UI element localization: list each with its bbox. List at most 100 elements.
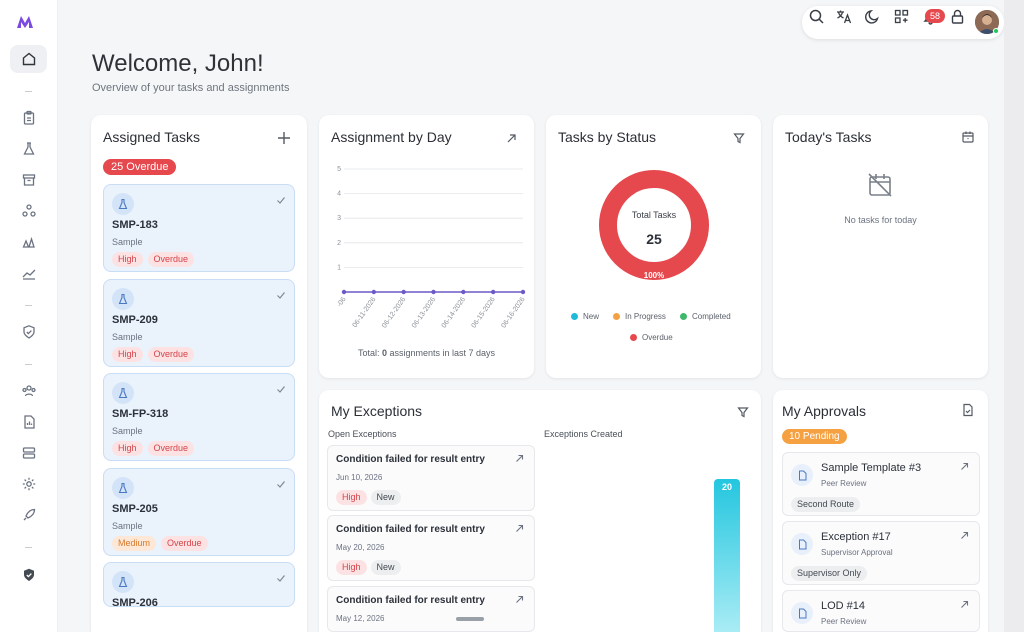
gear-icon[interactable] bbox=[10, 470, 47, 498]
x-tick-label: 06-13-2026 bbox=[411, 296, 437, 329]
filter-icon[interactable] bbox=[737, 405, 749, 418]
data-point[interactable] bbox=[490, 289, 496, 295]
dark-mode-icon[interactable] bbox=[864, 8, 881, 25]
sidebar-divider bbox=[25, 547, 32, 548]
status-badge: New bbox=[370, 560, 401, 575]
open-arrow-icon[interactable] bbox=[515, 524, 524, 533]
shield-filled-icon[interactable] bbox=[10, 561, 47, 589]
open-arrow-icon[interactable] bbox=[515, 454, 524, 463]
y-tick-label: 4 bbox=[337, 191, 341, 198]
overdue-badge: 25 Overdue bbox=[103, 159, 177, 175]
task-id: SMP-209 bbox=[112, 314, 158, 326]
data-point[interactable] bbox=[371, 289, 377, 295]
check-icon[interactable] bbox=[276, 384, 286, 394]
molecules-icon[interactable] bbox=[10, 197, 47, 225]
task-card[interactable]: SMP-205 Sample Medium Overdue bbox=[103, 468, 295, 556]
page-subtitle: Overview of your tasks and assignments bbox=[92, 82, 290, 94]
data-point[interactable] bbox=[401, 289, 406, 295]
data-point[interactable] bbox=[520, 289, 526, 295]
lock-icon[interactable] bbox=[949, 8, 966, 25]
assignment-by-day-title: Assignment by Day bbox=[331, 129, 452, 145]
x-tick-label: 06-14-2026 bbox=[441, 296, 467, 329]
y-tick-label: 5 bbox=[337, 166, 341, 173]
trend-chart-icon[interactable] bbox=[10, 259, 47, 287]
data-point[interactable] bbox=[461, 289, 466, 295]
exception-item[interactable]: Condition failed for result entry May 20… bbox=[327, 515, 535, 581]
server-icon[interactable] bbox=[10, 439, 47, 467]
bottles-icon[interactable] bbox=[10, 228, 47, 256]
task-id: SMP-206 bbox=[112, 597, 158, 609]
exceptions-created-label: Exceptions Created bbox=[544, 429, 623, 439]
approval-item[interactable]: Sample Template #3 Peer Review Second Ro… bbox=[782, 452, 980, 516]
open-arrow-icon[interactable] bbox=[960, 531, 969, 540]
open-arrow-icon[interactable] bbox=[515, 595, 524, 604]
filter-icon[interactable] bbox=[733, 131, 745, 144]
task-card[interactable]: SMP-206 bbox=[103, 562, 295, 609]
flask-icon bbox=[112, 571, 134, 593]
task-card[interactable]: SM-FP-318 Sample High Overdue bbox=[103, 373, 295, 461]
app-logo-icon[interactable] bbox=[15, 12, 35, 32]
legend-label: In Progress bbox=[625, 312, 666, 321]
exceptions-bar bbox=[714, 479, 740, 632]
check-icon[interactable] bbox=[276, 479, 286, 489]
page-title: Welcome, John! bbox=[92, 50, 264, 77]
exception-item[interactable]: Condition failed for result entry Jun 10… bbox=[327, 445, 535, 511]
users-icon[interactable] bbox=[10, 377, 47, 405]
shield-check-icon[interactable] bbox=[10, 318, 47, 346]
legend-in-progress: In Progress bbox=[613, 312, 666, 321]
flask-icon bbox=[112, 288, 134, 310]
legend-completed: Completed bbox=[680, 312, 731, 321]
online-status-dot bbox=[993, 28, 999, 34]
exception-item[interactable]: Condition failed for result entry May 12… bbox=[327, 586, 535, 632]
check-icon[interactable] bbox=[276, 195, 286, 205]
flask-icon[interactable] bbox=[10, 135, 47, 163]
rocket-icon[interactable] bbox=[10, 501, 47, 529]
task-card[interactable]: SMP-183 Sample High Overdue bbox=[103, 184, 295, 272]
scroll-handle[interactable] bbox=[456, 617, 484, 621]
total-value: 0 bbox=[381, 348, 387, 358]
calendar-off-icon bbox=[868, 173, 892, 197]
x-tick-label: 06-12-2026 bbox=[381, 296, 407, 329]
my-approvals-title: My Approvals bbox=[782, 403, 867, 419]
x-tick-label: -06 bbox=[336, 296, 348, 308]
task-type: Sample bbox=[112, 521, 143, 531]
x-tick-label: 06-16-2026 bbox=[500, 296, 526, 329]
check-icon[interactable] bbox=[276, 290, 286, 300]
legend-dot bbox=[571, 313, 578, 320]
report-icon[interactable] bbox=[10, 408, 47, 436]
calendar-icon[interactable] bbox=[961, 130, 975, 144]
task-id: SMP-183 bbox=[112, 219, 158, 231]
priority-badge: High bbox=[112, 252, 143, 267]
search-icon[interactable] bbox=[808, 8, 825, 25]
open-arrow-icon[interactable] bbox=[960, 462, 969, 471]
donut-percent-label: 100% bbox=[643, 271, 665, 280]
check-icon[interactable] bbox=[276, 573, 286, 583]
document-check-icon[interactable] bbox=[961, 403, 975, 417]
archive-icon[interactable] bbox=[10, 166, 47, 194]
donut-slice-overdue[interactable] bbox=[599, 170, 709, 280]
donut-center-label: Total Tasks bbox=[631, 210, 677, 220]
task-type: Sample bbox=[112, 426, 143, 436]
task-card[interactable]: SMP-209 Sample High Overdue bbox=[103, 279, 295, 367]
tasks-by-status-title: Tasks by Status bbox=[558, 129, 657, 145]
apps-grid-icon[interactable] bbox=[893, 8, 910, 25]
open-arrow-icon[interactable] bbox=[960, 600, 969, 609]
approval-item[interactable]: LOD #14 Peer Review bbox=[782, 590, 980, 632]
priority-badge: High bbox=[336, 490, 367, 505]
exception-title: Condition failed for result entry bbox=[336, 454, 485, 465]
approval-title: Sample Template #3 bbox=[821, 462, 922, 474]
expand-arrow-icon[interactable] bbox=[506, 131, 517, 143]
status-badge: Overdue bbox=[147, 441, 195, 456]
priority-badge: High bbox=[336, 560, 367, 575]
legend-label: Completed bbox=[692, 312, 731, 321]
add-icon[interactable] bbox=[277, 131, 291, 145]
approval-item[interactable]: Exception #17 Supervisor Approval Superv… bbox=[782, 521, 980, 585]
translate-icon[interactable] bbox=[835, 8, 852, 25]
approval-title: LOD #14 bbox=[821, 600, 866, 612]
data-point[interactable] bbox=[431, 289, 436, 295]
status-badge: New bbox=[370, 490, 401, 505]
exceptions-bar-value: 20 bbox=[721, 482, 732, 492]
data-point[interactable] bbox=[341, 289, 347, 295]
clipboard-icon[interactable] bbox=[10, 104, 47, 132]
home-icon[interactable] bbox=[10, 45, 47, 73]
